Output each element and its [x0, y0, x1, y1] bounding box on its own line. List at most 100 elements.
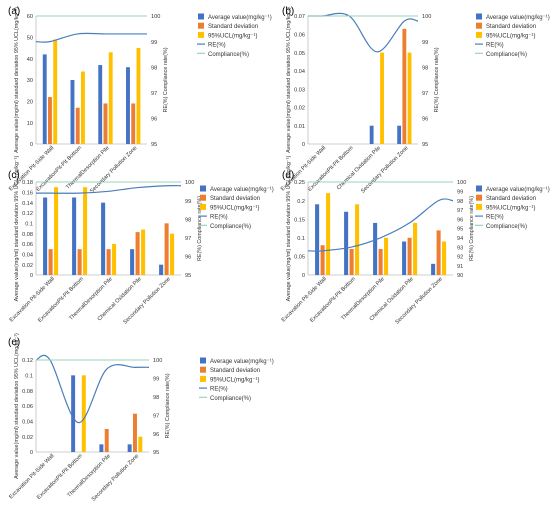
bar-95-ucl-mg-kg--3 [141, 229, 146, 275]
legend-entry: Average value(mg/kg⁻¹) [210, 187, 274, 193]
y-tick-label: 50 [27, 36, 33, 42]
re-line [35, 184, 182, 194]
re-line [307, 198, 454, 252]
panel-label: (a) [8, 6, 20, 17]
x-tick-label: Secondary Pollution Zone [122, 276, 172, 326]
legend-entry: Average value(mg/kg⁻¹) [486, 15, 550, 21]
legend-entry: Average value(mg/kg⁻¹) [208, 15, 272, 21]
y-tick-label: 0.02 [22, 435, 33, 441]
y2-tick-label: 95 [151, 142, 157, 148]
bar-average-value-mg-kg--2 [373, 222, 378, 275]
bar-average-value-mg-kg--2 [369, 125, 374, 144]
y-tick-label: 0 [302, 273, 305, 279]
bar-95-ucl-mg-kg--1 [83, 187, 88, 275]
bar-standard-deviation-1 [349, 248, 354, 275]
y2-tick-label: 97 [151, 91, 157, 97]
bar-95-ucl-mg-kg--2 [384, 237, 389, 275]
y-tick-label: 0.06 [22, 242, 33, 248]
bar-average-value-mg-kg--1 [344, 211, 349, 275]
re-line [35, 354, 150, 424]
legend: Average value(mg/kg⁻¹) Standard deviation… [475, 185, 550, 230]
bar-average-value-mg-kg--0 [42, 54, 47, 144]
y2-tick-label: 98 [153, 395, 159, 401]
bar-standard-deviation-3 [135, 232, 140, 275]
bar-average-value-mg-kg--3 [127, 444, 132, 452]
y-tick-label: 0.02 [294, 106, 305, 112]
bar-standard-deviation-1 [77, 249, 82, 275]
re-line [307, 12, 419, 53]
y-tick-label: 0.1 [25, 222, 33, 228]
y-tick-label: 0.05 [294, 255, 305, 261]
y-tick-label: 0.06 [294, 32, 305, 38]
y2-axis-label: RE(%) Compliance rate(%) [197, 196, 203, 261]
y2-tick-label: 95 [153, 450, 159, 456]
legend-entry: 95%UCL(mg/kg⁻¹) [208, 33, 258, 39]
bar-95-ucl-mg-kg--3 [138, 436, 143, 452]
bar-average-value-mg-kg--4 [159, 264, 164, 275]
y2-tick-label: 98 [457, 199, 463, 205]
y-tick-label: 0.07 [294, 14, 305, 20]
legend-entry: 95%UCL(mg/kg⁻¹) [486, 205, 536, 211]
legend: Average value(mg/kg⁻¹) Standard deviation… [197, 13, 272, 58]
y2-tick-label: 96 [185, 255, 191, 261]
y2-tick-label: 93 [457, 245, 463, 251]
y2-tick-label: 99 [153, 377, 159, 383]
legend-swatch [198, 31, 204, 38]
legend-swatch [476, 31, 482, 38]
y-tick-label: 0.03 [294, 87, 305, 93]
bar-95-ucl-mg-kg--4 [442, 241, 447, 275]
bar-average-value-mg-kg--0 [43, 197, 48, 275]
bar-standard-deviation-2 [103, 103, 108, 144]
bar-standard-deviation-3 [402, 28, 407, 144]
y2-tick-label: 97 [457, 208, 463, 214]
y2-tick-label: 100 [151, 14, 160, 20]
x-tick-label: ExcavationPit-Pit Bottom [307, 145, 355, 193]
y2-tick-label: 99 [422, 40, 428, 46]
y-tick-label: 0.18 [22, 180, 33, 186]
legend-entry: Standard deviation [210, 196, 260, 202]
y-tick-label: 0.12 [22, 358, 33, 364]
y-tick-label: 0 [30, 142, 33, 148]
y-axis-label: Average value(mg/ml) standard deviation … [14, 333, 20, 479]
legend-entry: RE(%) [210, 387, 228, 393]
legend-entry: Standard deviation [208, 24, 258, 30]
y2-tick-label: 98 [422, 65, 428, 71]
chart-panel-0: (a) 0 10 20 30 40 50 60 95 96 97 98 99 100 Average val… [8, 6, 272, 195]
legend-entry: 95%UCL(mg/kg⁻¹) [486, 33, 536, 39]
bar-standard-deviation-2 [106, 249, 111, 275]
y2-tick-label: 91 [457, 264, 463, 270]
y-tick-label: 0.08 [22, 232, 33, 238]
y-tick-label: 0 [302, 142, 305, 148]
y2-tick-label: 97 [185, 236, 191, 242]
legend-entry: Compliance(%) [486, 52, 527, 58]
bar-standard-deviation-4 [164, 223, 169, 275]
y2-tick-label: 92 [457, 255, 463, 261]
y2-tick-label: 95 [457, 227, 463, 233]
legend-entry: RE(%) [486, 215, 504, 221]
legend-swatch [476, 13, 482, 20]
y2-tick-label: 98 [151, 65, 157, 71]
legend-swatch [200, 185, 206, 192]
bar-95-ucl-mg-kg--0 [326, 193, 331, 275]
bar-95-ucl-mg-kg--3 [407, 52, 412, 145]
x-tick-label: Secondary Pollution Zone [89, 145, 139, 195]
legend-swatch [476, 194, 482, 201]
bar-95-ucl-mg-kg--0 [54, 187, 59, 275]
x-tick-label: ExcavationPit-Pit Bottom [35, 145, 83, 193]
bar-average-value-mg-kg--3 [397, 125, 402, 144]
bar-average-value-mg-kg--2 [99, 444, 104, 452]
x-tick-label: Secondary Pollution Zone [394, 276, 444, 326]
y-tick-label: 0.1 [297, 236, 305, 242]
y2-tick-label: 100 [457, 180, 466, 186]
x-tick-label: Secondary Pollution Zone [91, 453, 141, 503]
y-axis-label: Average value(mg/ml) standard deviation … [14, 155, 20, 301]
re-line [35, 32, 147, 43]
legend-entry: Average value(mg/kg⁻¹) [486, 187, 550, 193]
legend-swatch [476, 203, 482, 210]
panel-label: (e) [8, 337, 20, 348]
legend-entry: RE(%) [486, 43, 504, 49]
y2-axis-label: RE(%) Compliance rate(%) [165, 373, 171, 438]
bar-standard-deviation-2 [378, 248, 383, 275]
